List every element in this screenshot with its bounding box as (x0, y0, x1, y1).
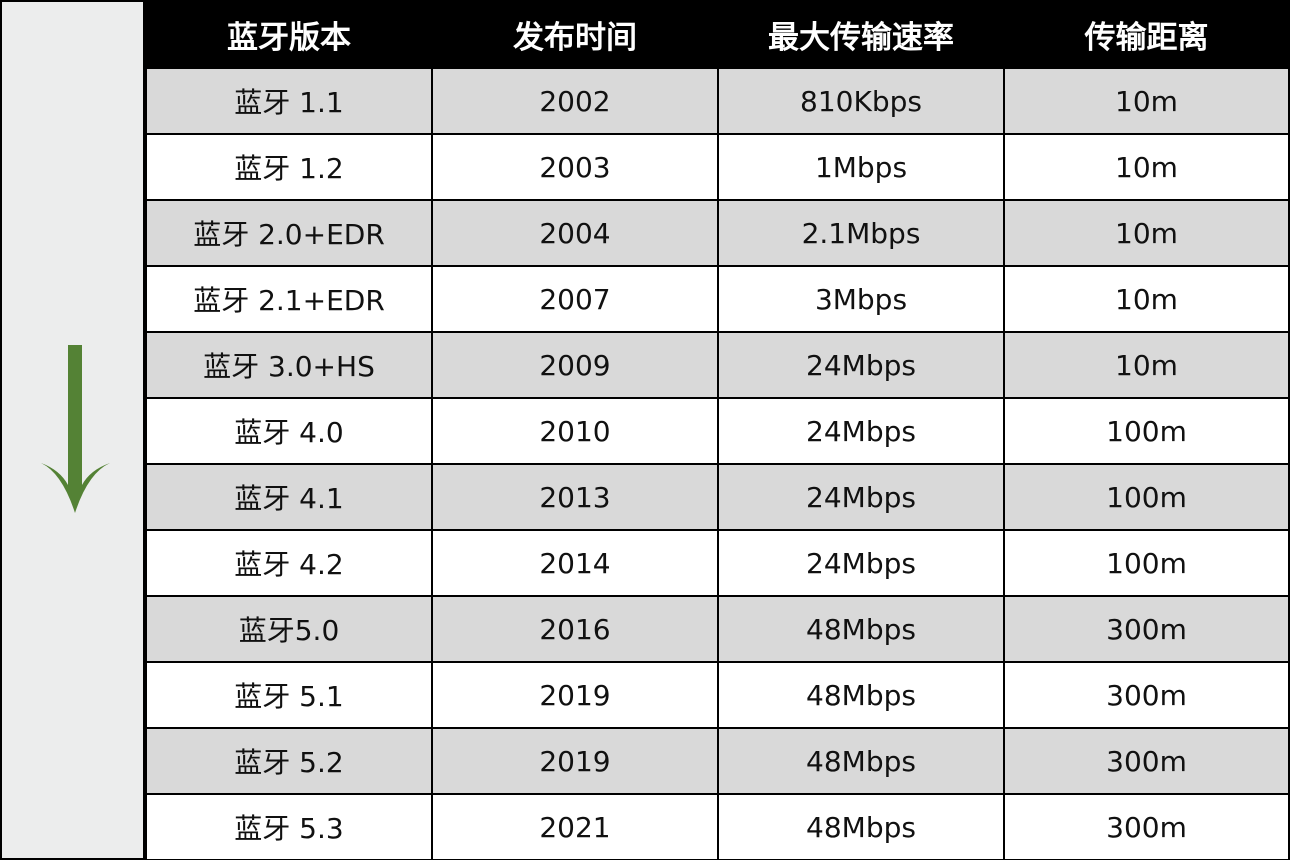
bluetooth-versions-table: 蓝牙版本 发布时间 最大传输速率 传输距离 蓝牙 1.1 2002 810Kbp… (145, 0, 1290, 860)
cell-year: 2016 (431, 595, 719, 663)
header-distance: 传输距离 (1003, 0, 1290, 69)
table-row: 蓝牙 2.1+EDR 2007 3Mbps 10m (145, 265, 1290, 333)
cell-version: 蓝牙 1.2 (145, 133, 433, 201)
cell-distance: 300m (1003, 661, 1290, 729)
cell-distance: 100m (1003, 463, 1290, 531)
header-release-date: 发布时间 (431, 0, 719, 69)
cell-rate: 24Mbps (717, 397, 1005, 465)
cell-distance: 100m (1003, 529, 1290, 597)
cell-version: 蓝牙 5.2 (145, 727, 433, 795)
cell-distance: 10m (1003, 67, 1290, 135)
cell-rate: 1Mbps (717, 133, 1005, 201)
cell-year: 2002 (431, 67, 719, 135)
table-row: 蓝牙 2.0+EDR 2004 2.1Mbps 10m (145, 199, 1290, 267)
cell-distance: 300m (1003, 793, 1290, 860)
cell-version: 蓝牙 2.1+EDR (145, 265, 433, 333)
cell-year: 2019 (431, 661, 719, 729)
cell-distance: 10m (1003, 265, 1290, 333)
table-row: 蓝牙 4.1 2013 24Mbps 100m (145, 463, 1290, 531)
cell-rate: 48Mbps (717, 727, 1005, 795)
table-row: 蓝牙5.0 2016 48Mbps 300m (145, 595, 1290, 663)
cell-version: 蓝牙 4.1 (145, 463, 433, 531)
cell-version: 蓝牙 4.2 (145, 529, 433, 597)
cell-year: 2021 (431, 793, 719, 860)
cell-year: 2013 (431, 463, 719, 531)
cell-version: 蓝牙 4.0 (145, 397, 433, 465)
table-row: 蓝牙 1.2 2003 1Mbps 10m (145, 133, 1290, 201)
table-row: 蓝牙 5.3 2021 48Mbps 300m (145, 793, 1290, 860)
cell-rate: 48Mbps (717, 595, 1005, 663)
cell-year: 2014 (431, 529, 719, 597)
down-arrow-icon (41, 345, 110, 513)
cell-year: 2010 (431, 397, 719, 465)
header-max-rate: 最大传输速率 (717, 0, 1005, 69)
cell-version: 蓝牙 5.1 (145, 661, 433, 729)
cell-version: 蓝牙 1.1 (145, 67, 433, 135)
table-row: 蓝牙 4.0 2010 24Mbps 100m (145, 397, 1290, 465)
cell-rate: 48Mbps (717, 661, 1005, 729)
cell-distance: 300m (1003, 727, 1290, 795)
cell-distance: 10m (1003, 199, 1290, 267)
cell-year: 2003 (431, 133, 719, 201)
header-version: 蓝牙版本 (145, 0, 433, 69)
cell-rate: 48Mbps (717, 793, 1005, 860)
table-row: 蓝牙 5.1 2019 48Mbps 300m (145, 661, 1290, 729)
cell-rate: 24Mbps (717, 331, 1005, 399)
cell-distance: 300m (1003, 595, 1290, 663)
cell-year: 2004 (431, 199, 719, 267)
cell-rate: 2.1Mbps (717, 199, 1005, 267)
table-row: 蓝牙 5.2 2019 48Mbps 300m (145, 727, 1290, 795)
cell-rate: 810Kbps (717, 67, 1005, 135)
cell-version: 蓝牙5.0 (145, 595, 433, 663)
cell-rate: 24Mbps (717, 463, 1005, 531)
cell-distance: 10m (1003, 133, 1290, 201)
table-row: 蓝牙 4.2 2014 24Mbps 100m (145, 529, 1290, 597)
table-row: 蓝牙 3.0+HS 2009 24Mbps 10m (145, 331, 1290, 399)
cell-year: 2009 (431, 331, 719, 399)
cell-distance: 100m (1003, 397, 1290, 465)
side-panel (2, 2, 143, 858)
cell-rate: 3Mbps (717, 265, 1005, 333)
header-row: 蓝牙版本 发布时间 最大传输速率 传输距离 (145, 0, 1290, 69)
cell-distance: 10m (1003, 331, 1290, 399)
cell-rate: 24Mbps (717, 529, 1005, 597)
cell-version: 蓝牙 5.3 (145, 793, 433, 860)
cell-year: 2019 (431, 727, 719, 795)
table-row: 蓝牙 1.1 2002 810Kbps 10m (145, 67, 1290, 135)
cell-version: 蓝牙 3.0+HS (145, 331, 433, 399)
cell-year: 2007 (431, 265, 719, 333)
cell-version: 蓝牙 2.0+EDR (145, 199, 433, 267)
